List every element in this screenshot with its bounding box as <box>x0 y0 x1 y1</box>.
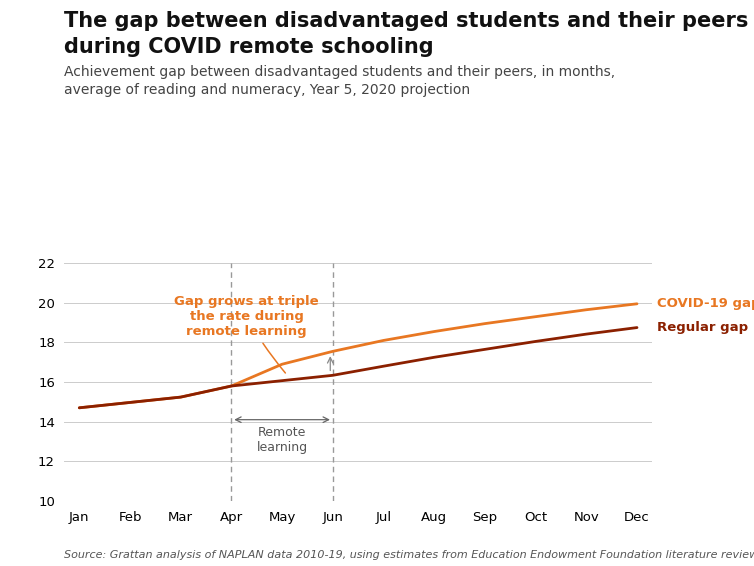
Text: Remote
learning: Remote learning <box>256 426 308 453</box>
Text: Regular gap: Regular gap <box>657 321 749 334</box>
Text: The gap between disadvantaged students and their peers widened: The gap between disadvantaged students a… <box>64 11 754 31</box>
Text: during COVID remote schooling: during COVID remote schooling <box>64 37 434 57</box>
Text: Gap grows at triple
the rate during
remote learning: Gap grows at triple the rate during remo… <box>174 295 319 373</box>
Text: Achievement gap between disadvantaged students and their peers, in months,
avera: Achievement gap between disadvantaged st… <box>64 65 615 97</box>
Text: COVID-19 gap: COVID-19 gap <box>657 297 754 310</box>
Text: Source: Grattan analysis of NAPLAN data 2010-19, using estimates from Education : Source: Grattan analysis of NAPLAN data … <box>64 550 754 560</box>
